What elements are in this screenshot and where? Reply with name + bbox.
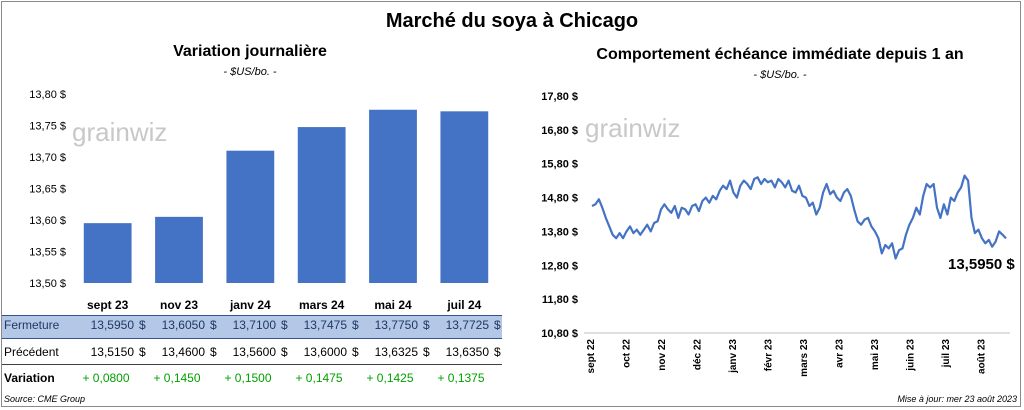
watermark-bar: grainwiz bbox=[72, 117, 167, 147]
row-label: Variation bbox=[4, 371, 55, 385]
last-value-label: 13,5950 $ bbox=[948, 256, 1015, 273]
table-cell: 13,5600 bbox=[232, 345, 276, 359]
table-cell-unit: $ bbox=[494, 318, 501, 332]
line-y-tick-label: 12,80 $ bbox=[541, 260, 578, 272]
line-y-tick-label: 14,80 $ bbox=[541, 193, 578, 205]
line-x-tick-label: févr 23 bbox=[764, 339, 775, 372]
table-cell-unit: $ bbox=[139, 345, 146, 359]
line-x-tick-label: sept 22 bbox=[586, 339, 597, 374]
table-cell: + 0,1375 bbox=[437, 371, 485, 385]
line-y-tick-label: 11,80 $ bbox=[542, 294, 578, 306]
line-x-tick-label: avr 23 bbox=[835, 339, 846, 368]
bar-x-tick-label: mai 24 bbox=[374, 298, 412, 312]
table-cell-unit: $ bbox=[352, 318, 359, 332]
line-chart-unit: - $US/bo. - bbox=[753, 69, 807, 81]
row-label: Fermeture bbox=[4, 318, 60, 332]
table-cell: 13,7725 bbox=[445, 318, 489, 332]
bar-y-tick-label: 13,50 $ bbox=[29, 278, 66, 290]
bar-x-tick-label: sept 23 bbox=[87, 298, 129, 312]
table-cell-unit: $ bbox=[281, 318, 288, 332]
bar-x-tick-label: mars 24 bbox=[299, 298, 345, 312]
table-cell-unit: $ bbox=[281, 345, 288, 359]
line-x-tick-label: août 23 bbox=[977, 339, 988, 374]
table-cell: + 0,1425 bbox=[366, 371, 414, 385]
bar-y-tick-label: 13,65 $ bbox=[29, 184, 66, 196]
line-x-tick-label: déc 22 bbox=[693, 339, 704, 371]
table-cell: 13,6000 bbox=[303, 345, 347, 359]
bar-chart: grainwiz 13,50 $ 13,55 $ 13,60 $ 13,65 $ 13,… bbox=[29, 89, 489, 312]
row-label: Précédent bbox=[4, 345, 59, 359]
table-cell: 13,7100 bbox=[232, 318, 276, 332]
bar-y-tick-label: 13,60 $ bbox=[29, 215, 66, 227]
bar-y-tick-label: 13,55 $ bbox=[29, 247, 66, 259]
table-cell-unit: $ bbox=[210, 318, 217, 332]
bar bbox=[226, 150, 275, 283]
line-x-tick-label: juil 23 bbox=[941, 339, 952, 369]
bar bbox=[83, 223, 132, 283]
table-cell-unit: $ bbox=[423, 345, 430, 359]
line-x-tick-label: juin 23 bbox=[906, 339, 917, 372]
bar-y-tick-label: 13,75 $ bbox=[29, 121, 66, 133]
bar-chart-title: Variation journalière bbox=[173, 43, 327, 60]
table-cell: + 0,1500 bbox=[224, 371, 272, 385]
bar bbox=[440, 111, 489, 283]
bar-y-tick-label: 13,70 $ bbox=[29, 152, 66, 164]
line-chart-title: Comportement échéance immédiate depuis 1… bbox=[596, 46, 964, 63]
table-cell-unit: $ bbox=[494, 345, 501, 359]
line-y-tick-label: 15,80 $ bbox=[541, 159, 578, 171]
table-cell: 13,6350 bbox=[445, 345, 489, 359]
bar bbox=[297, 127, 346, 283]
line-chart: grainwiz 10,80 $ 11,80 $ 12,80 $ 13,80 $ 14,… bbox=[541, 91, 1010, 377]
table-cell: + 0,1475 bbox=[295, 371, 343, 385]
line-x-tick-label: oct 22 bbox=[622, 339, 633, 368]
table-cell: 13,7750 bbox=[374, 318, 418, 332]
line-y-tick-label: 13,80 $ bbox=[541, 226, 578, 238]
line-x-tick-label: mai 23 bbox=[870, 339, 881, 371]
bar-y-tick-label: 13,80 $ bbox=[29, 89, 66, 101]
table-cell-unit: $ bbox=[423, 318, 430, 332]
line-y-tick-label: 16,80 $ bbox=[541, 125, 578, 137]
bar-x-tick-label: juil 24 bbox=[446, 298, 481, 312]
bar bbox=[155, 216, 203, 283]
line-y-tick-label: 10,80 $ bbox=[541, 328, 578, 340]
table-cell: 13,5950 bbox=[90, 318, 134, 332]
table-cell: + 0,1450 bbox=[153, 371, 201, 385]
table-cell-unit: $ bbox=[139, 318, 146, 332]
table-cell: 13,4600 bbox=[161, 345, 205, 359]
bar bbox=[369, 109, 417, 283]
source-note: Source: CME Group bbox=[4, 394, 86, 404]
bar-x-tick-label: janv 24 bbox=[229, 298, 271, 312]
bar-x-tick-label: nov 23 bbox=[160, 298, 198, 312]
price-line bbox=[591, 174, 1007, 260]
price-table: Fermeture 13,5950 $13,6050 $13,7100 $13,7475… bbox=[0, 0, 510, 400]
table-cell: 13,6325 bbox=[374, 345, 418, 359]
table-cell: 13,5150 bbox=[90, 345, 134, 359]
line-x-tick-label: janv 23 bbox=[728, 339, 739, 374]
line-y-tick-label: 17,80 $ bbox=[541, 91, 578, 103]
bar-chart-unit: - $US/bo. - bbox=[223, 66, 277, 78]
page-title: Marché du soya à Chicago bbox=[385, 10, 639, 32]
table-cell: + 0,0800 bbox=[82, 371, 130, 385]
watermark-line: grainwiz bbox=[585, 113, 680, 143]
table-cell: 13,7475 bbox=[303, 318, 347, 332]
table-cell-unit: $ bbox=[352, 345, 359, 359]
table-cell-unit: $ bbox=[210, 345, 217, 359]
table-divider bbox=[2, 364, 502, 365]
update-note: Mise à jour: mer 23 août 2023 bbox=[897, 394, 1017, 404]
line-x-tick-label: nov 22 bbox=[657, 339, 668, 371]
table-cell: 13,6050 bbox=[161, 318, 205, 332]
line-x-tick-label: mars 23 bbox=[799, 339, 810, 377]
close-row-background bbox=[2, 315, 502, 339]
